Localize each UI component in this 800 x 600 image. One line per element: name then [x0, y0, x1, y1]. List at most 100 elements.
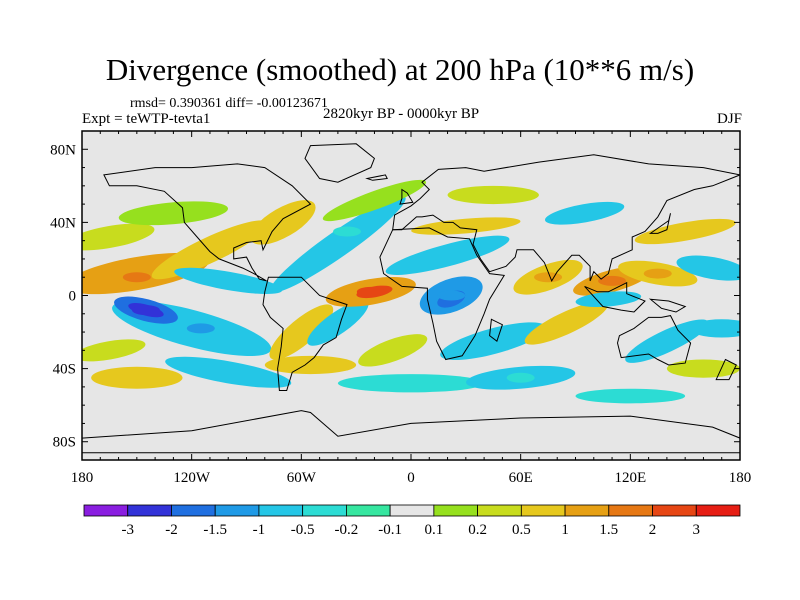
coast-north-america — [103, 163, 312, 282]
colorbar-swatch — [477, 504, 522, 517]
colorbar-swatch — [652, 504, 697, 517]
plot-background — [82, 131, 740, 460]
field-band — [634, 218, 736, 245]
coast-britain — [399, 188, 414, 205]
x-tick-label: 0 — [407, 470, 415, 486]
coast-indonesia — [584, 281, 646, 313]
field-extremum — [506, 372, 535, 383]
field-band — [688, 319, 740, 338]
x-tick-label: 180 — [729, 470, 752, 486]
colorbar-label: 0.5 — [512, 522, 531, 538]
field-band — [82, 223, 155, 251]
colorbar-swatch — [302, 504, 347, 517]
field-extremum — [534, 272, 563, 283]
coast-new-zealand — [715, 358, 737, 381]
colorbar-swatch — [389, 504, 435, 517]
colorbar-label: 0.2 — [468, 522, 487, 538]
x-tick-label: 60W — [287, 470, 317, 486]
field-band — [269, 304, 334, 360]
chart-title: Divergence (smoothed) at 200 hPa (10**6 … — [105, 52, 695, 87]
coast-south-america — [262, 276, 348, 391]
x-tick-label: 120W — [173, 470, 211, 486]
coast-greenland — [304, 143, 375, 183]
colorbar-swatch — [127, 504, 172, 517]
field-band — [250, 200, 316, 245]
coast-madagascar — [489, 318, 504, 343]
colorbar-swatch — [258, 504, 304, 517]
field-band — [545, 201, 625, 225]
field-band — [575, 388, 686, 404]
colorbar-label: 1.5 — [599, 522, 618, 538]
plot-area — [82, 131, 740, 460]
colorbar-label: -3 — [121, 522, 134, 538]
field-extremum — [186, 323, 215, 334]
field-band — [165, 356, 292, 388]
colorbar-label: -0.1 — [378, 522, 402, 538]
colorbar-swatch — [520, 504, 566, 517]
colorbar-label: 3 — [693, 522, 701, 538]
colorbar-label: -1 — [253, 522, 266, 538]
stats-label: rmsd= 0.390361 diff= -0.00123671 — [130, 96, 328, 111]
coast-new-guinea — [648, 298, 687, 313]
coast-antarctica — [82, 410, 740, 454]
colorbar-swatch — [345, 504, 391, 517]
colorbar-swatch — [214, 504, 260, 517]
colorbar-label: -2 — [165, 522, 178, 538]
colorbar-swatch — [83, 504, 129, 517]
x-tick-label: 60E — [509, 470, 533, 486]
field-extremum — [356, 286, 385, 297]
field-band — [118, 201, 229, 226]
field-band — [411, 217, 521, 235]
colorbar-label: 1 — [561, 522, 569, 538]
field-extremum — [131, 305, 160, 316]
y-tick-label: 40N — [50, 215, 76, 231]
y-tick-label: 80S — [53, 435, 76, 451]
colorbar-swatch — [695, 504, 741, 517]
coast-iceland — [365, 174, 388, 181]
season-label: DJF — [716, 111, 742, 127]
y-tick-label: 0 — [69, 289, 77, 305]
field-band — [264, 355, 357, 375]
colorbar: -3 -2 -1.5 -1 -0.5 -0.2 -0.1 0.1 0.2 0.5 1 1.5 2 3 — [83, 504, 741, 538]
colorbar-swatch — [433, 504, 479, 517]
field-band — [447, 185, 539, 205]
y-tick-label: 40S — [53, 362, 76, 378]
field-band — [666, 359, 740, 378]
field-band — [385, 235, 510, 275]
experiment-label: Expt = teWTP-tevta1 — [82, 111, 211, 127]
field-band — [322, 179, 427, 222]
colorbar-label: -0.2 — [335, 522, 359, 538]
field-extremum — [437, 290, 466, 301]
field-extremum — [122, 272, 151, 283]
coast-eurasia — [392, 154, 740, 283]
colorbar-swatch — [608, 504, 653, 517]
coast-japan — [648, 213, 671, 234]
colorbar-label: -0.5 — [291, 522, 315, 538]
divergence-field — [82, 179, 740, 404]
y-tick-label: 80N — [50, 142, 76, 158]
y-axis: 80N 40N 0 40S 80S — [50, 142, 740, 451]
field-extremum — [598, 275, 627, 286]
colorbar-label: 2 — [649, 522, 657, 538]
period-label: 2820kyr BP - 0000kyr BP — [323, 106, 480, 122]
x-tick-label: 180 — [71, 470, 94, 486]
colorbar-label: -1.5 — [203, 522, 227, 538]
field-band — [91, 366, 183, 389]
field-band — [676, 255, 740, 281]
coastlines — [82, 143, 740, 454]
colorbar-swatch — [171, 504, 216, 517]
colorbar-swatch — [564, 504, 610, 517]
x-tick-label: 120E — [614, 470, 646, 486]
field-band — [82, 339, 146, 362]
field-band — [307, 300, 369, 346]
x-axis: 180 120W 60W 0 60E 120E 180 — [71, 131, 752, 486]
field-band — [358, 334, 428, 367]
colorbar-label: 0.1 — [424, 522, 443, 538]
field-band — [625, 319, 709, 363]
field-extremum — [594, 294, 623, 305]
field-band — [337, 374, 485, 393]
field-extremum — [643, 268, 672, 279]
coast-africa — [379, 227, 506, 361]
field-band — [524, 301, 609, 345]
